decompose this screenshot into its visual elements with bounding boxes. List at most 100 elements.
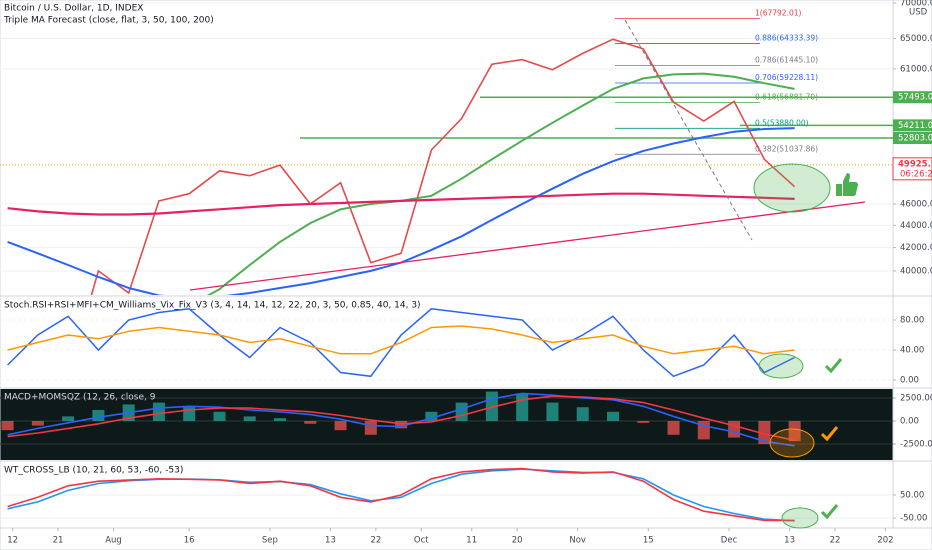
level-tag (893, 91, 932, 104)
fib-label: 0.618(56881.70) (755, 92, 818, 101)
panel (0, 391, 893, 447)
fib-label: 0.886(64333.39) (755, 33, 818, 42)
x-tick-label: Oct (414, 536, 429, 546)
x-tick-label: 11 (466, 536, 477, 546)
level-label: 57493.04 (898, 93, 932, 103)
series-line (7, 392, 795, 447)
histogram-bar (243, 416, 256, 421)
histogram-bar (455, 402, 468, 421)
histogram-bar (274, 418, 287, 421)
y-tick-label: 44000.00 (900, 221, 932, 231)
series-line (7, 192, 795, 216)
y-tick-label: -2500.00 (900, 440, 932, 450)
histogram-bar (334, 420, 347, 431)
highlight (769, 428, 815, 458)
highlight (753, 163, 831, 213)
projection-line (624, 19, 753, 241)
series-line (7, 467, 795, 522)
histogram-bar (667, 420, 680, 435)
x-tick-label: Aug (105, 536, 122, 546)
fib-label: 0.5(53880.00) (755, 118, 809, 127)
highlight (781, 507, 819, 529)
histogram-bar (425, 411, 438, 421)
panel-title: Bitcoin / U.S. Dollar, 1D, INDEX (4, 4, 143, 14)
y-tick-label: 61000.00 (900, 64, 932, 74)
histogram-bar (788, 420, 801, 442)
fib-label: 0.382(51037.86) (755, 144, 818, 153)
x-tick-label: 202 (877, 536, 893, 546)
level-label: 54211.08 (898, 121, 932, 131)
histogram-bar (92, 409, 105, 421)
y-tick-label: 2500.00 (900, 393, 932, 403)
countdown-label: 06:26:29 (900, 169, 932, 179)
histogram-bar (62, 416, 75, 421)
x-tick-label: 16 (184, 536, 195, 546)
x-tick-label: 13 (325, 536, 336, 546)
currency-label: USD (909, 8, 928, 18)
x-tick-label: Dec (721, 536, 738, 546)
series-line (7, 308, 795, 378)
y-tick-label: 0.00 (900, 416, 919, 426)
level-tag (893, 119, 932, 132)
level-label: 52803.01 (898, 133, 932, 143)
histogram-bar (152, 402, 165, 421)
y-tick-label: 65000.00 (900, 34, 932, 44)
histogram-bar (546, 402, 559, 421)
panel-title: WT_CROSS_LB (10, 21, 60, 53, -60, -53) (4, 466, 183, 476)
thumbs-up-icon (836, 173, 858, 196)
check-icon (820, 426, 839, 442)
y-tick-label: 0.00 (900, 376, 919, 386)
x-tick-label: 22 (370, 536, 381, 546)
histogram-bar (1, 420, 14, 431)
x-tick-label: Sep (262, 536, 278, 546)
series-line (7, 127, 795, 295)
y-tick-label: 46000.00 (900, 200, 932, 210)
histogram-bar (213, 411, 226, 421)
check-icon (820, 504, 839, 520)
histogram-bar (395, 420, 408, 429)
y-tick-label: 70000.00 (900, 0, 932, 9)
histogram-bar (637, 420, 650, 423)
histogram-bar (304, 420, 317, 424)
panel: 1(67792.01) 0.886(64333.39) 0.786(61445.10… (0, 2, 893, 295)
y-tick-label: 80.00 (900, 316, 924, 326)
fib-label: 1(67792.01) (755, 8, 801, 17)
panel (0, 308, 893, 381)
y-tick-label: -50.00 (900, 514, 927, 524)
fib-label: 0.706(59228.11) (755, 73, 818, 82)
histogram-bar (31, 420, 44, 426)
y-tick-label: 40.00 (900, 346, 924, 356)
series-line (7, 395, 795, 442)
check-icon (824, 358, 843, 374)
x-tick-label: Nov (569, 536, 586, 546)
panel-subtitle: Triple MA Forecast (close, flat, 3, 50, … (3, 16, 214, 26)
fib-label: 0.786(61445.10) (755, 55, 818, 64)
histogram-bar (758, 420, 771, 445)
highlight (758, 353, 804, 379)
series-line (7, 325, 795, 355)
x-tick-label: 12 (7, 536, 18, 546)
level-tag (893, 131, 932, 144)
histogram-bar (606, 411, 619, 421)
last-price-tag (892, 157, 932, 181)
panel-title: MACD+MOMSQZ (12, 26, close, 9 (4, 393, 156, 403)
x-tick-label: 13 (784, 536, 795, 546)
histogram-bar (516, 393, 529, 421)
x-tick-label: 21 (53, 536, 64, 546)
panel-title: Stoch.RSI+RSI+MFI+CM_Williams_Vix_Fix_V3… (4, 301, 421, 311)
trend-line (189, 201, 866, 291)
y-tick-label: 42000.00 (900, 243, 932, 253)
series-line (90, 38, 796, 295)
y-tick-label: 40000.00 (900, 266, 932, 276)
panel (0, 467, 893, 522)
histogram-bar (364, 420, 377, 435)
last-price-label: 49925.70 (898, 159, 932, 169)
y-tick-label: 50.00 (900, 491, 924, 501)
histogram-bar (576, 407, 589, 421)
x-tick-label: 22 (830, 536, 841, 546)
x-tick-label: 15 (643, 536, 654, 546)
x-tick-label: 20 (512, 536, 523, 546)
histogram-bar (728, 420, 741, 438)
